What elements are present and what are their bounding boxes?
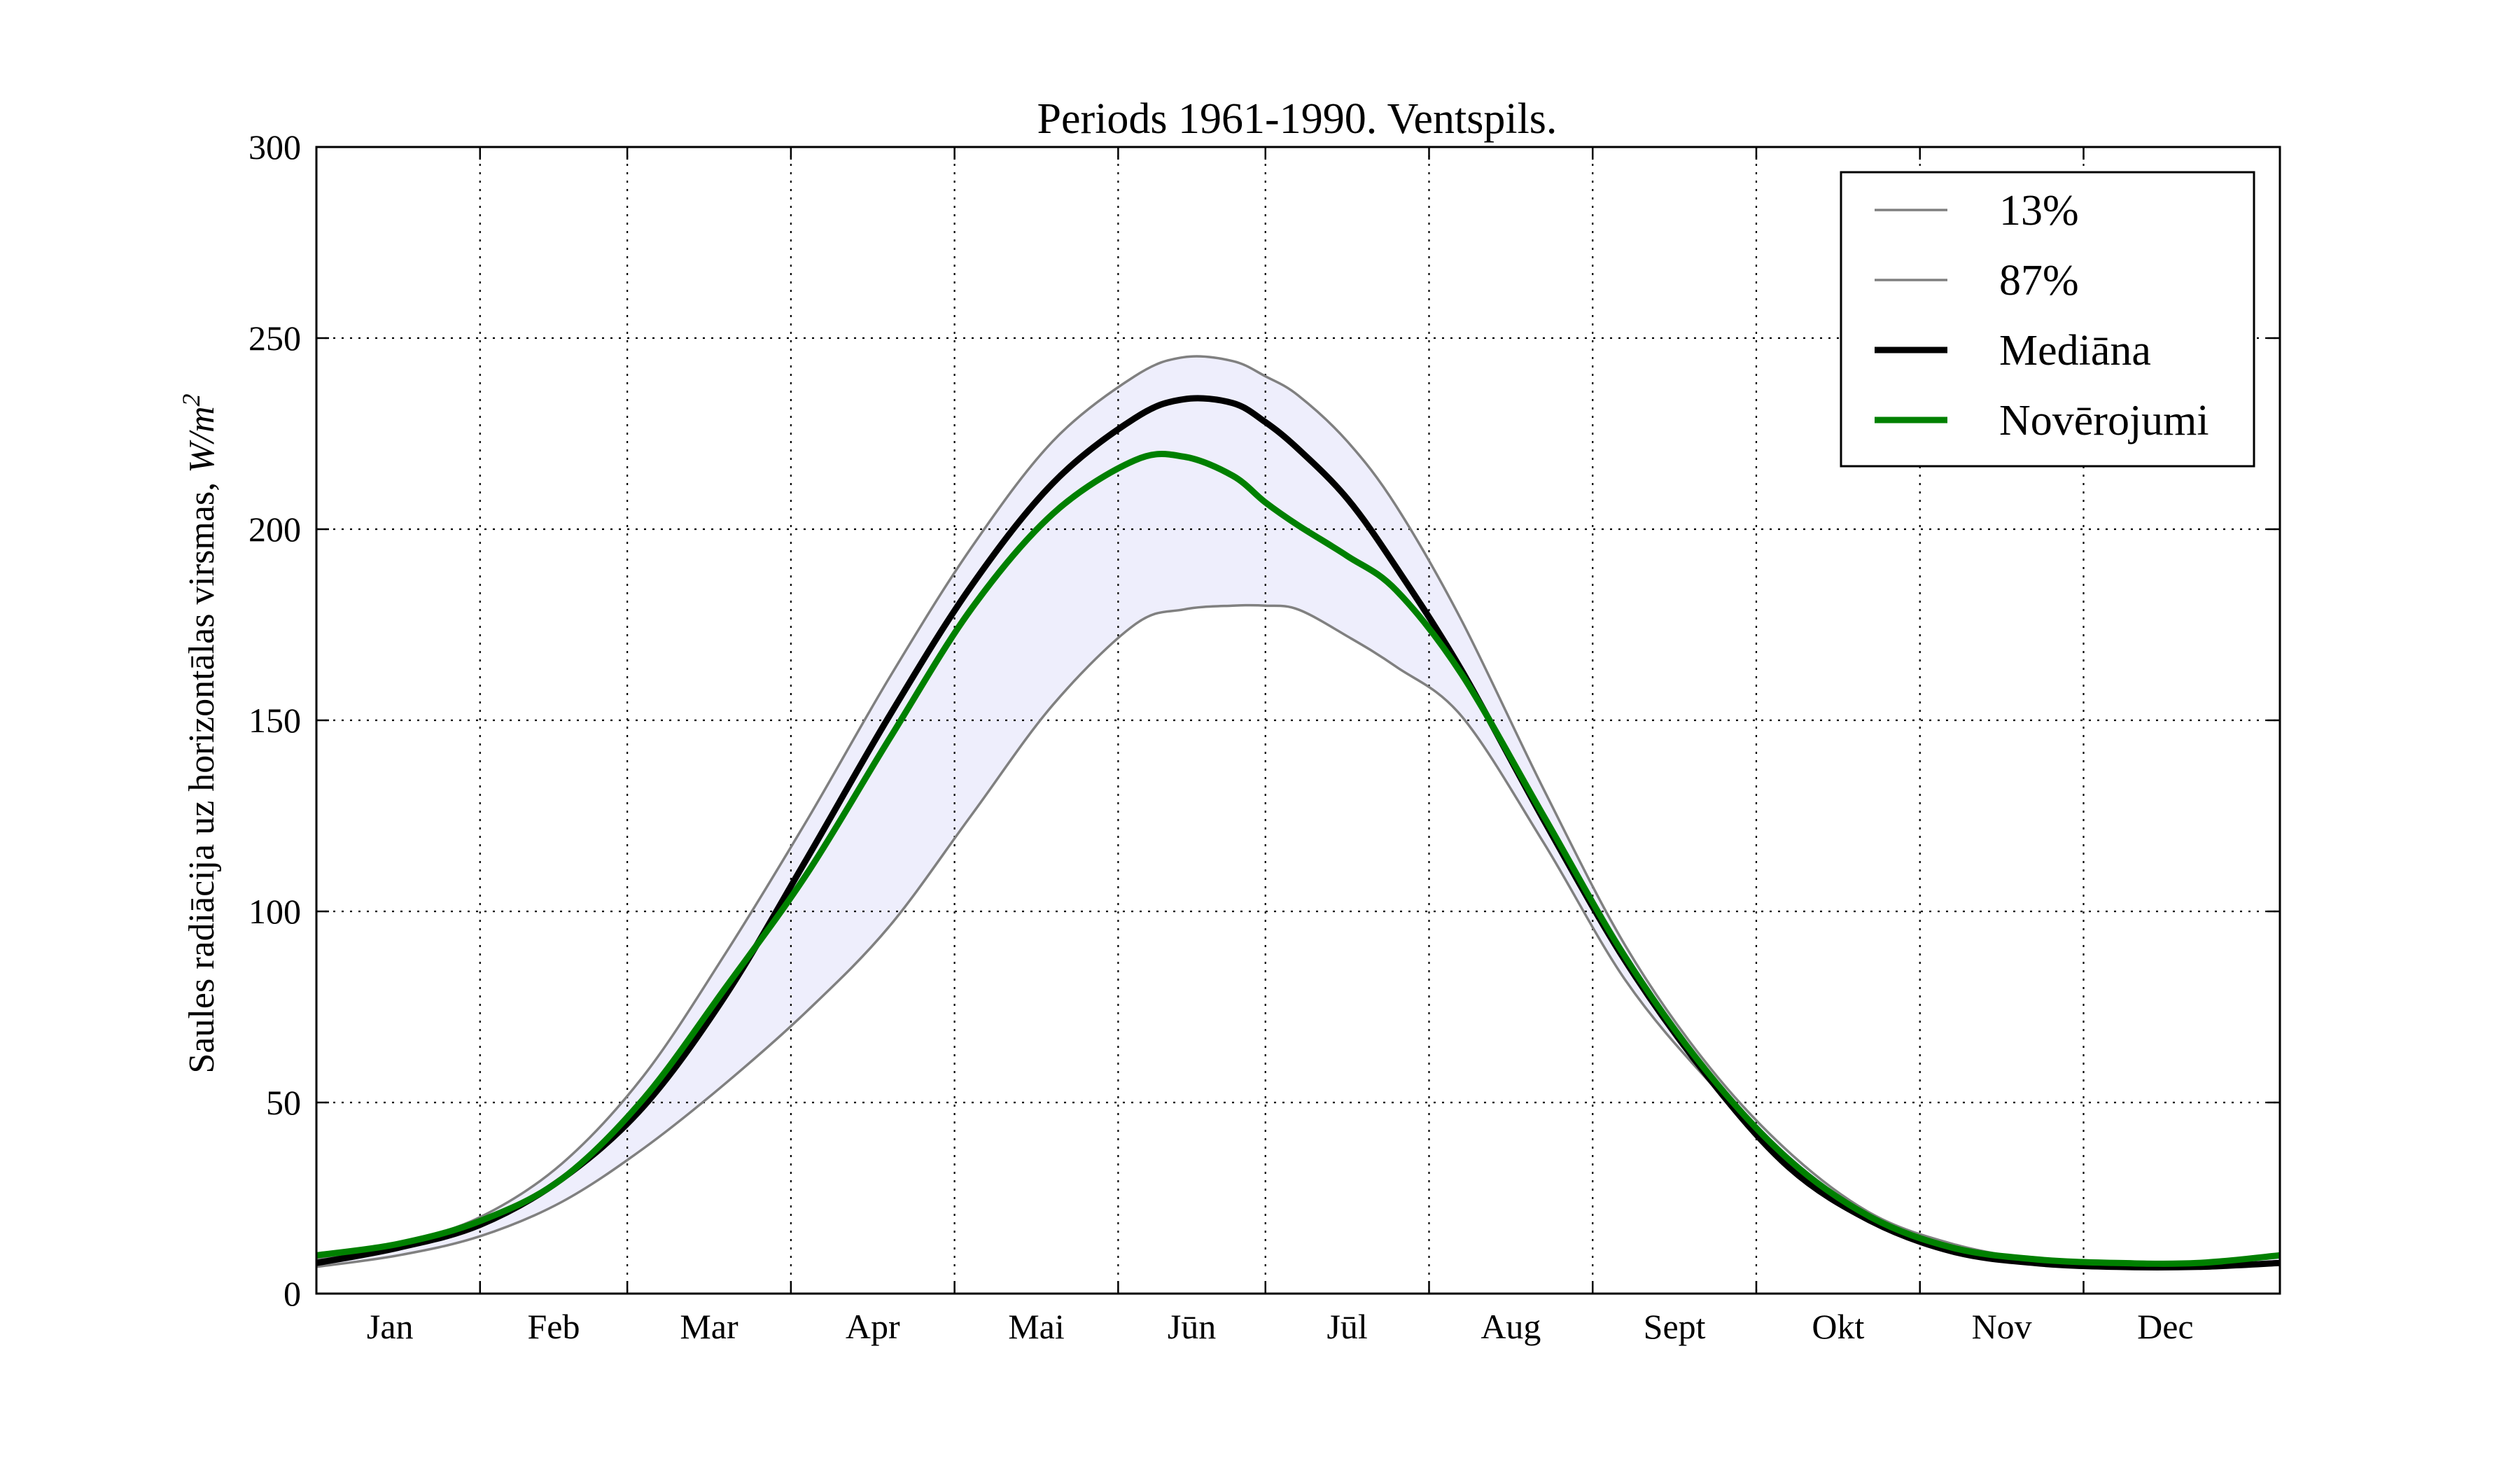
x-tick-label-jan: Jan <box>367 1307 414 1346</box>
y-axis-label-exponent: 2 <box>177 393 205 406</box>
x-tick-label-mai: Mai <box>1008 1307 1065 1346</box>
x-tick-label-jūn: Jūn <box>1168 1307 1216 1346</box>
x-tick-label-jūl: Jūl <box>1326 1307 1367 1346</box>
y-axis-label-text: Saules radiācija uz horizontālas virsmas… <box>182 473 222 1074</box>
y-tick-label-3: 150 <box>248 701 301 740</box>
x-tick-label-dec: Dec <box>2137 1307 2194 1346</box>
y-tick-label-6: 300 <box>248 127 301 167</box>
x-tick-label-sept: Sept <box>1644 1307 1706 1346</box>
chart-title: Periods 1961-1990. Ventspils. <box>1037 95 1558 143</box>
y-tick-label-1: 50 <box>266 1083 301 1122</box>
y-tick-label-0: 0 <box>284 1274 301 1313</box>
x-tick-label-apr: Apr <box>846 1307 900 1346</box>
legend-label-0: 13% <box>1999 187 2079 234</box>
series-line-1 <box>316 355 2280 1266</box>
x-tick-label-feb: Feb <box>527 1307 580 1346</box>
plot-area: 0 50 100 150 200 250 300 Jan Feb Mar Apr Mai Jūn Jūl A… <box>248 127 2281 1346</box>
y-tick-label-2: 100 <box>248 892 301 931</box>
legend-label-3: Novērojumi <box>1999 397 2209 444</box>
y-axis-label: Saules radiācija uz horizontālas virsmas… <box>177 393 222 1073</box>
legend-label-1: 87% <box>1999 257 2079 304</box>
y-tick-label-5: 250 <box>248 318 301 358</box>
x-tick-label-mar: Mar <box>680 1307 738 1346</box>
percentile-band <box>316 356 2280 1268</box>
legend-label-2: Mediāna <box>1999 327 2151 374</box>
y-tick-label-4: 200 <box>248 510 301 549</box>
series-line-3 <box>316 451 2280 1267</box>
legend: 13% 87% Mediāna Novērojumi <box>1840 171 2255 468</box>
x-tick-label-nov: Nov <box>1972 1307 2032 1346</box>
y-axis-label-unit: W/m <box>182 406 222 472</box>
series-line-2 <box>316 395 2280 1270</box>
x-tick-label-okt: Okt <box>1812 1307 1864 1346</box>
x-tick-label-aug: Aug <box>1480 1307 1541 1346</box>
